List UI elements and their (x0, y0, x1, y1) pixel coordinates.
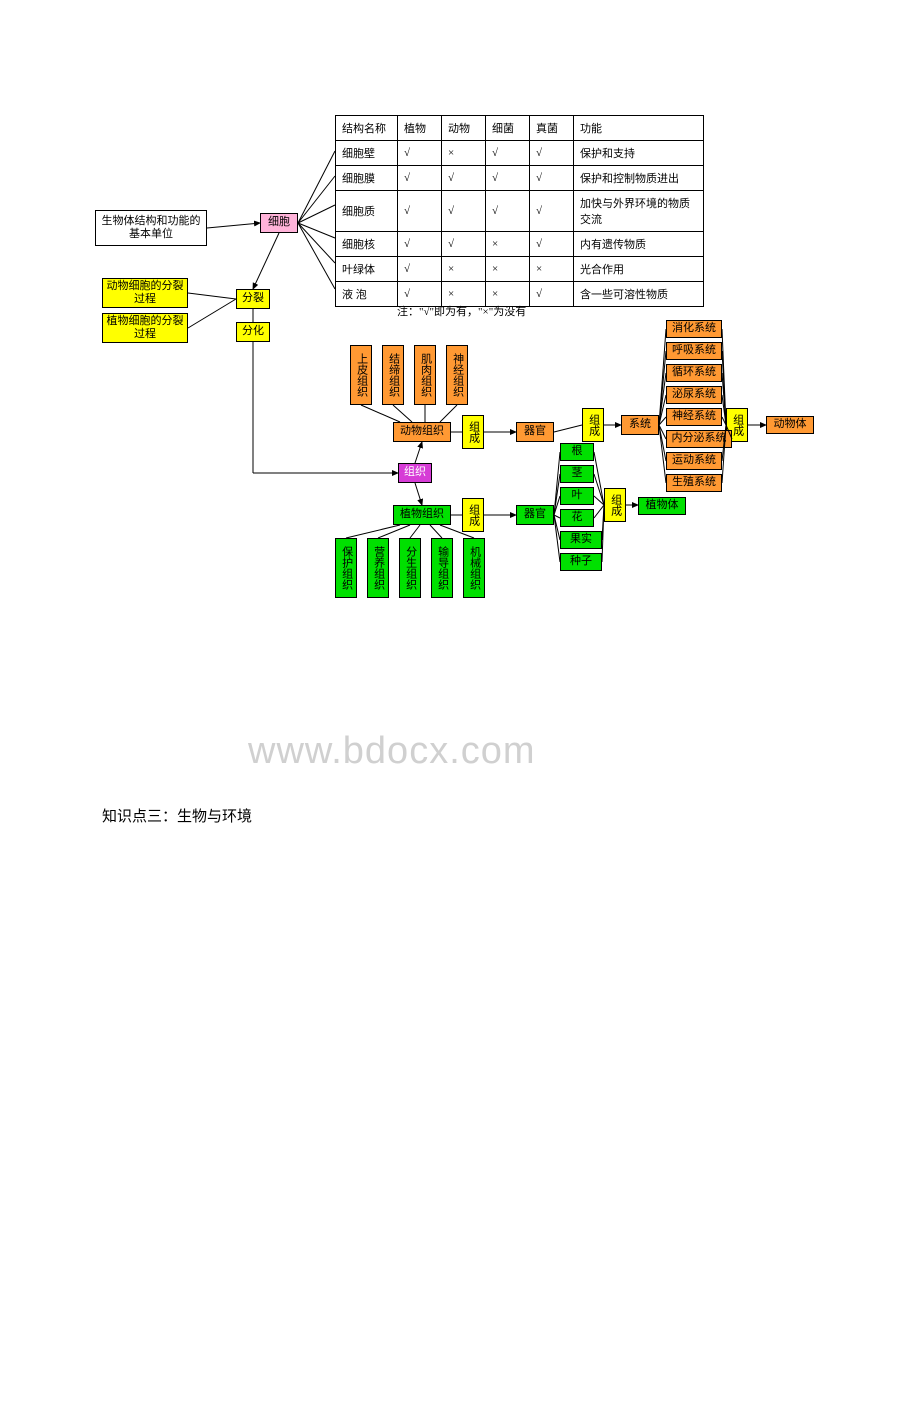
node-s7: 运动系统 (666, 452, 722, 470)
node-s4: 泌尿系统 (666, 386, 722, 404)
node-plant_tissue: 植物组织 (393, 505, 451, 525)
node-organ2: 器官 (516, 505, 554, 525)
node-seed: 种子 (560, 553, 602, 571)
table-cell: √ (530, 166, 574, 191)
table-cell: √ (442, 166, 486, 191)
node-diff: 分化 (236, 322, 270, 342)
node-root: 根 (560, 443, 594, 461)
node-pt2: 营养组织 (367, 538, 389, 598)
table-cell: √ (530, 191, 574, 232)
table-cell: × (486, 257, 530, 282)
table-cell: √ (442, 232, 486, 257)
table-cell: √ (398, 166, 442, 191)
node-animal_body: 动物体 (766, 416, 814, 434)
node-split: 分裂 (236, 289, 270, 309)
cell-structure-table: 结构名称植物动物细菌真菌功能细胞壁√×√√保护和支持细胞膜√√√√保护和控制物质… (335, 115, 704, 307)
table-header: 植物 (398, 116, 442, 141)
section-caption: 知识点三：生物与环境 (102, 805, 252, 826)
table-cell: √ (442, 191, 486, 232)
node-organ1: 器官 (516, 422, 554, 442)
node-pt3: 分生组织 (399, 538, 421, 598)
table-cell: √ (398, 141, 442, 166)
table-cell: √ (486, 166, 530, 191)
table-header: 真菌 (530, 116, 574, 141)
node-at4: 神经组织 (446, 345, 468, 405)
node-s5: 神经系统 (666, 408, 722, 426)
diagram-canvas: 结构名称植物动物细菌真菌功能细胞壁√×√√保护和支持细胞膜√√√√保护和控制物质… (0, 115, 920, 735)
table-cell: √ (398, 191, 442, 232)
node-compose1: 组成 (462, 415, 484, 449)
table-cell: 细胞质 (336, 191, 398, 232)
table-header: 动物 (442, 116, 486, 141)
watermark-text: www.bdocx.com (248, 730, 536, 773)
table-cell: 光合作用 (574, 257, 704, 282)
table-cell: 细胞壁 (336, 141, 398, 166)
table-cell: × (486, 232, 530, 257)
table-cell: × (442, 257, 486, 282)
table-header: 细菌 (486, 116, 530, 141)
node-s6: 内分泌系统 (666, 430, 732, 448)
table-cell: 保护和支持 (574, 141, 704, 166)
node-compose3: 组成 (582, 408, 604, 442)
node-flower: 花 (560, 509, 594, 527)
table-cell: √ (486, 191, 530, 232)
node-plant_body: 植物体 (638, 497, 686, 515)
node-tissue: 组织 (398, 463, 432, 483)
table-cell: √ (486, 141, 530, 166)
table-cell: 含一些可溶性物质 (574, 282, 704, 307)
node-pt5: 机械组织 (463, 538, 485, 598)
node-leaf: 叶 (560, 487, 594, 505)
node-at2: 结缔组织 (382, 345, 404, 405)
table-cell: √ (398, 257, 442, 282)
table-cell: √ (530, 141, 574, 166)
node-fruit: 果实 (560, 531, 602, 549)
table-cell: 加快与外界环境的物质交流 (574, 191, 704, 232)
node-s8: 生殖系统 (666, 474, 722, 492)
node-pt4: 输导组织 (431, 538, 453, 598)
node-at1: 上皮组织 (350, 345, 372, 405)
table-cell: 细胞核 (336, 232, 398, 257)
table-cell: √ (530, 232, 574, 257)
table-cell: 保护和控制物质进出 (574, 166, 704, 191)
table-cell: 细胞膜 (336, 166, 398, 191)
table-header: 功能 (574, 116, 704, 141)
table-cell: 液 泡 (336, 282, 398, 307)
table-cell: √ (530, 282, 574, 307)
node-pt1: 保护组织 (335, 538, 357, 598)
node-cell: 细胞 (260, 213, 298, 233)
table-cell: √ (398, 232, 442, 257)
node-animal_tissue: 动物组织 (393, 422, 451, 442)
node-compose2: 组成 (462, 498, 484, 532)
node-plant_div: 植物细胞的分裂过程 (102, 313, 188, 343)
node-s1: 消化系统 (666, 320, 722, 338)
node-stem: 茎 (560, 465, 594, 483)
table-cell: 叶绿体 (336, 257, 398, 282)
node-system: 系统 (621, 415, 659, 435)
table-note: 注："√"即为有，"×"为没有 (397, 303, 526, 319)
table-cell: × (530, 257, 574, 282)
node-basic_unit: 生物体结构和功能的基本单位 (95, 210, 207, 246)
node-s3: 循环系统 (666, 364, 722, 382)
node-s2: 呼吸系统 (666, 342, 722, 360)
table-cell: × (442, 141, 486, 166)
node-compose4: 组成 (604, 488, 626, 522)
table-header: 结构名称 (336, 116, 398, 141)
node-at3: 肌肉组织 (414, 345, 436, 405)
table-cell: 内有遗传物质 (574, 232, 704, 257)
node-animal_div: 动物细胞的分裂过程 (102, 278, 188, 308)
